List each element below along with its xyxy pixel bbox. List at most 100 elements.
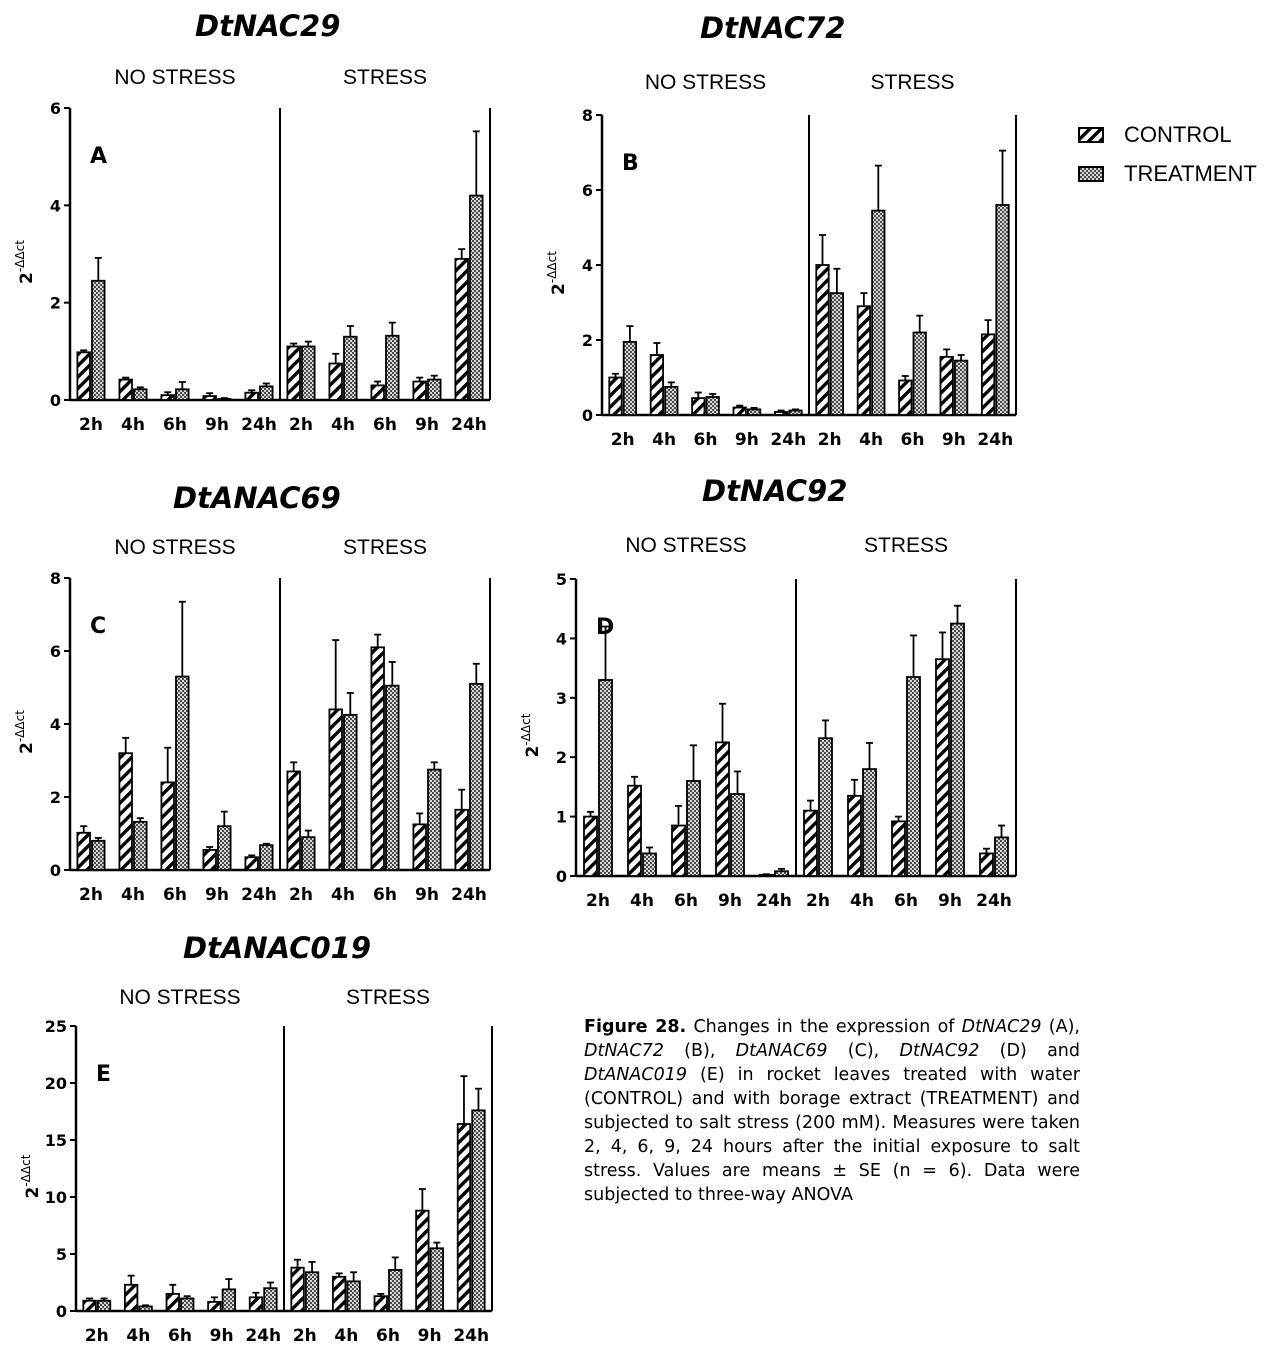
x-tick-label: 4h: [859, 430, 883, 450]
bar-control: [898, 379, 913, 416]
y-tick-label: 15: [45, 1131, 67, 1150]
group-label-no-stress: NO STRESS: [119, 986, 240, 1009]
y-tick-label: 5: [56, 1245, 67, 1264]
y-axis-label-base: 2: [549, 283, 569, 295]
bar-treatment: [263, 1287, 278, 1312]
bar-treatment: [96, 1299, 112, 1312]
y-axis-label: 2-ΔΔct: [13, 240, 37, 284]
x-tick-label: 24h: [770, 430, 806, 450]
panel-letter: A: [90, 144, 107, 169]
group-label-stress: STRESS: [343, 66, 427, 89]
bar-control: [76, 351, 91, 401]
group-label-stress: STRESS: [864, 534, 948, 557]
x-tick-label: 6h: [674, 891, 698, 911]
bar-treatment: [91, 279, 106, 401]
bar-control: [935, 658, 950, 877]
x-tick-label: 9h: [205, 885, 229, 905]
x-tick-label: 2h: [85, 1326, 109, 1346]
bar-treatment: [343, 713, 358, 871]
bar-treatment: [912, 331, 927, 416]
bar-treatment: [788, 409, 803, 416]
bar-control: [856, 305, 871, 416]
y-tick-label: 0: [56, 1302, 67, 1321]
chart-title: DtANAC69: [173, 481, 341, 515]
bar-control: [691, 397, 706, 416]
bar-control: [979, 852, 994, 877]
x-tick-label: 2h: [586, 891, 610, 911]
x-tick-label: 9h: [205, 415, 229, 435]
y-axis-label-exponent: -ΔΔct: [13, 240, 27, 272]
y-axis-label: 2-ΔΔct: [545, 251, 569, 295]
legend-label-treatment: TREATMENT: [1124, 161, 1257, 186]
x-tick-label: 24h: [241, 885, 277, 905]
bar-treatment: [818, 737, 833, 877]
bar-control: [847, 794, 862, 877]
caption-body: Changes in the expression of DtNAC29 (A)…: [584, 1017, 1080, 1205]
bar-control: [202, 395, 217, 401]
bar-control: [671, 824, 686, 877]
x-tick-label: 2h: [611, 430, 635, 450]
bar-treatment: [686, 780, 701, 877]
panel-letter: B: [622, 151, 639, 176]
y-tick-label: 2: [50, 788, 61, 807]
y-axis-label-base: 2: [23, 1187, 43, 1199]
bar-control: [583, 815, 598, 877]
y-axis-label-base: 2: [523, 746, 543, 758]
bar-control: [82, 1299, 97, 1312]
bar-treatment: [346, 1280, 361, 1312]
caption-label: Figure 28.: [584, 1017, 687, 1037]
y-tick-label: 1: [556, 808, 567, 827]
y-axis-label-exponent: -ΔΔct: [519, 713, 533, 745]
bar-treatment: [664, 385, 679, 416]
y-axis-label: 2-ΔΔct: [19, 1154, 43, 1198]
x-tick-label: 9h: [210, 1326, 234, 1346]
x-tick-label: 9h: [418, 1326, 442, 1346]
figure-caption: Figure 28. Changes in the expression of …: [584, 1015, 1080, 1207]
x-tick-label: 9h: [718, 891, 742, 911]
x-tick-label: 6h: [373, 885, 397, 905]
bar-treatment: [429, 1247, 444, 1312]
y-tick-label: 10: [45, 1188, 67, 1207]
y-tick-label: 6: [50, 99, 61, 118]
bar-control: [370, 384, 385, 401]
bar-control: [286, 770, 301, 871]
group-label-no-stress: NO STRESS: [114, 66, 235, 89]
bar-treatment: [259, 385, 274, 401]
y-tick-label: 8: [582, 106, 593, 125]
x-tick-label: 24h: [977, 430, 1013, 450]
x-tick-label: 24h: [241, 415, 277, 435]
bar-control: [118, 378, 133, 401]
bar-treatment: [471, 1109, 486, 1312]
bar-control: [412, 380, 427, 401]
y-axis-label-base: 2: [17, 272, 37, 284]
x-tick-label: 4h: [334, 1326, 358, 1346]
chart-legend: CONTROL TREATMENT: [1078, 118, 1268, 198]
y-tick-label: 25: [45, 1017, 67, 1036]
caption-segment: DtNAC72: [584, 1041, 664, 1061]
bar-treatment: [175, 388, 190, 401]
chart-title: DtANAC019: [183, 931, 371, 965]
bar-treatment: [622, 340, 638, 416]
bar-control: [454, 808, 469, 871]
bar-control: [715, 741, 730, 877]
chart-panel-e: DtANAC019 NO STRESS STRESS 0 5 10 15 20 25 2-ΔΔct…: [0, 920, 520, 1370]
bar-treatment: [221, 1288, 236, 1312]
bar-treatment: [301, 836, 316, 871]
bar-treatment: [133, 388, 148, 401]
x-tick-label: 6h: [163, 885, 187, 905]
chart-title: DtNAC72: [700, 11, 845, 45]
bar-control: [980, 333, 996, 416]
y-tick-label: 6: [582, 181, 593, 200]
bar-control: [454, 257, 469, 401]
bar-control: [803, 809, 818, 877]
caption-segment: DtNAC29: [961, 1017, 1042, 1037]
x-tick-label: 6h: [901, 430, 925, 450]
legend-label-control: CONTROL: [1124, 122, 1232, 147]
x-tick-label: 6h: [163, 415, 187, 435]
caption-segment: DtANAC019: [584, 1065, 687, 1085]
bar-control: [160, 394, 175, 401]
bar-control: [290, 1266, 305, 1312]
